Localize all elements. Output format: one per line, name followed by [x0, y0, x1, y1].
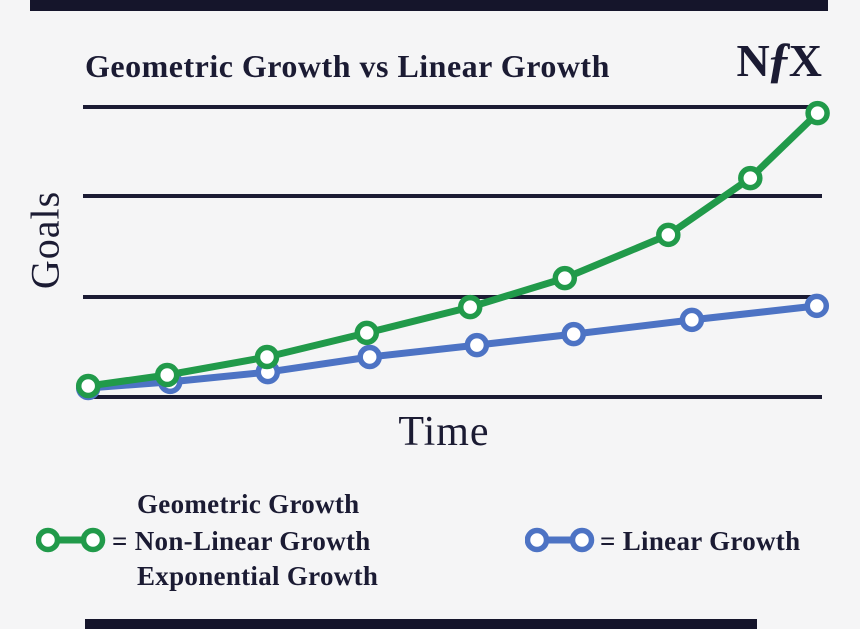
top-frame-bar [30, 0, 828, 11]
legend-geometric-line2: = Non-Linear Growth [112, 526, 371, 556]
blue-data-point [804, 293, 830, 319]
green-data-point [656, 222, 681, 248]
green-data-point [154, 362, 180, 388]
green-data-point [354, 320, 380, 346]
logo-letter-x: X [788, 35, 822, 86]
legend-linear-label: = Linear Growth [600, 526, 801, 556]
green-data-point [254, 344, 280, 370]
bottom-frame-bar [85, 619, 757, 629]
blue-data-point [561, 321, 586, 347]
gridlines [83, 105, 822, 399]
logo-letter-f: ƒ [766, 31, 792, 87]
chart-title: Geometric Growth vs Linear Growth [85, 48, 610, 84]
nfx-logo: N ƒ X [736, 34, 822, 86]
legend-geometric-line1: Geometric Growth [137, 489, 360, 519]
green-data-point [805, 100, 830, 126]
logo-letter-n: N [736, 35, 770, 86]
blue-data-point [679, 307, 705, 333]
green-data-point [75, 373, 101, 399]
green-data-point [457, 294, 483, 320]
blue-data-point [464, 332, 490, 358]
green-data-point [552, 265, 578, 291]
geometric-line-icon [36, 527, 106, 553]
y-axis-label: Goals [22, 190, 68, 290]
blue-data-point [357, 344, 382, 370]
green-data-point [738, 165, 763, 191]
linear-line-icon [525, 527, 595, 553]
x-axis-label: Time [398, 409, 490, 455]
legend-geometric-line3: Exponential Growth [137, 561, 379, 591]
blue-growth-line [84, 302, 821, 392]
series-green [75, 100, 830, 399]
